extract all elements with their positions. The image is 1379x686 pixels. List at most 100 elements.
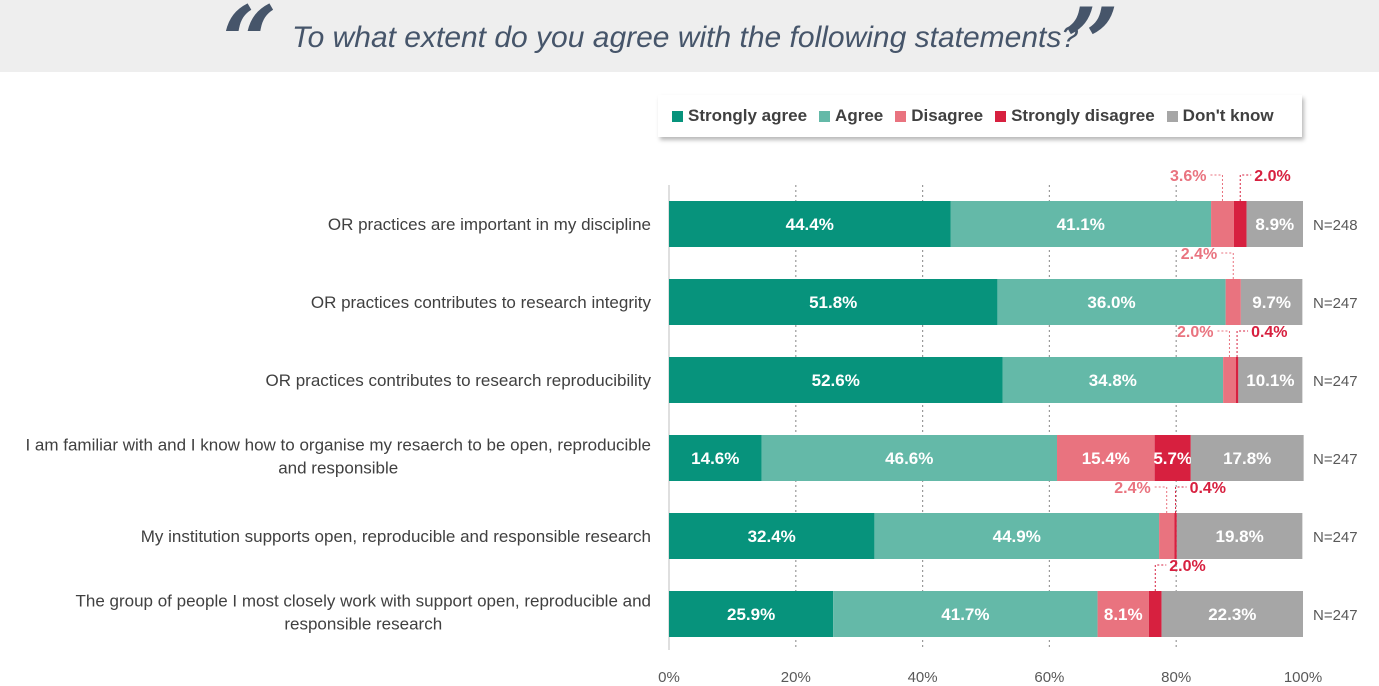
legend-label: Agree: [835, 106, 884, 125]
legend-swatch: [995, 110, 1007, 122]
legend-swatch: [895, 110, 907, 122]
data-label-callout: 2.0%: [1169, 558, 1205, 575]
legend-label: Strongly agree: [688, 106, 808, 125]
sample-size-label: N=247: [1313, 373, 1358, 390]
data-label: 9.7%: [1252, 293, 1291, 312]
bar-segment: [874, 513, 1160, 559]
x-tick-label: 60%: [1034, 669, 1064, 686]
category-label: My institution supports open, reproducib…: [141, 527, 651, 546]
legend-item-agree: Agree: [819, 106, 883, 126]
bar-segment: [1246, 201, 1303, 247]
legend-item-disagree: Disagree: [895, 106, 983, 126]
data-label: 8.1%: [1104, 605, 1143, 624]
bar-segment: [1225, 279, 1241, 325]
bar-segment: [669, 435, 762, 481]
open-quote-icon: “: [222, 0, 278, 98]
bar-segment: [1235, 357, 1239, 403]
x-tick-label: 20%: [781, 669, 811, 686]
bar-segment: [1240, 279, 1303, 325]
data-label: 41.7%: [941, 605, 989, 624]
data-label: 10.1%: [1246, 371, 1294, 390]
bar-segment: [1057, 435, 1155, 481]
category-label: and responsible: [278, 459, 398, 478]
bar-segment: [669, 201, 951, 247]
category-label: OR practices contributes to research rep…: [266, 371, 652, 390]
bar-segment: [1190, 435, 1304, 481]
bar-segment: [833, 591, 1098, 637]
data-label: 52.6%: [812, 371, 860, 390]
callout-leader: [1220, 252, 1234, 279]
data-label: 32.4%: [748, 527, 796, 546]
data-label-callout: 0.4%: [1190, 480, 1226, 497]
data-label: 41.1%: [1057, 215, 1105, 234]
x-tick-label: 40%: [908, 669, 938, 686]
bar-segment: [669, 357, 1003, 403]
bar-segment: [1161, 591, 1303, 637]
legend-item-strongly-agree: Strongly agree: [672, 106, 807, 126]
sample-size-label: N=247: [1313, 607, 1358, 624]
data-label: 22.3%: [1208, 605, 1256, 624]
legend-label: Strongly disagree: [1011, 106, 1155, 125]
x-tick-label: 80%: [1161, 669, 1191, 686]
data-label: 44.4%: [786, 215, 834, 234]
bar-segment: [1159, 513, 1175, 559]
category-label: OR practices contributes to research int…: [311, 293, 652, 312]
data-label-callout: 3.6%: [1170, 168, 1206, 185]
legend-label: Don't know: [1182, 106, 1274, 125]
x-tick-label: 0%: [658, 669, 680, 686]
sample-size-label: N=248: [1313, 217, 1358, 234]
bar-segment: [761, 435, 1058, 481]
sample-size-label: N=247: [1313, 295, 1358, 312]
bar-segment: [1223, 357, 1236, 403]
legend-label: Disagree: [911, 106, 984, 125]
close-quote-icon: ”: [1064, 0, 1120, 100]
legend-item-strongly-disagree: Strongly disagree: [995, 106, 1155, 126]
legend-swatch: [819, 110, 831, 122]
callout-leader: [1236, 330, 1249, 357]
data-label: 46.6%: [885, 449, 933, 468]
data-label: 5.7%: [1153, 449, 1192, 468]
data-label: 51.8%: [809, 293, 857, 312]
bar-segment: [1002, 357, 1224, 403]
bar-segment: [669, 279, 998, 325]
bar-segment: [1097, 591, 1149, 637]
category-label: OR practices are important in my discipl…: [328, 215, 651, 234]
bar-segment: [669, 591, 834, 637]
data-label-callout: 2.4%: [1181, 246, 1217, 263]
bar-segment: [1148, 591, 1162, 637]
data-label: 19.8%: [1215, 527, 1263, 546]
callout-leader: [1239, 174, 1252, 201]
data-label: 25.9%: [727, 605, 775, 624]
chart-title: To what extent do you agree with the fol…: [292, 21, 1079, 54]
bar-segment: [1174, 513, 1177, 559]
bar-segment: [1154, 435, 1191, 481]
data-label-callout: 2.4%: [1114, 480, 1150, 497]
callout-leader: [1154, 564, 1167, 591]
legend-item-dont-know: Don't know: [1166, 106, 1274, 126]
callout-leader: [1175, 486, 1187, 513]
bar-segment: [669, 513, 875, 559]
bar-segment: [1238, 357, 1303, 403]
legend-swatch: [672, 110, 683, 122]
data-label: 36.0%: [1087, 293, 1135, 312]
sample-size-label: N=247: [1313, 529, 1358, 546]
category-label: I am familiar with and I know how to org…: [25, 436, 651, 455]
bar-segment: [1176, 513, 1303, 559]
data-label: 14.6%: [691, 449, 739, 468]
bar-segment: [1233, 201, 1247, 247]
data-label: 17.8%: [1223, 449, 1271, 468]
data-label: 44.9%: [993, 527, 1041, 546]
bar-segment: [950, 201, 1212, 247]
data-label: 15.4%: [1082, 449, 1130, 468]
x-tick-label: 100%: [1284, 669, 1322, 686]
callout-leader: [1209, 174, 1223, 201]
category-label: The group of people I most closely work …: [76, 592, 652, 611]
sample-size-label: N=247: [1313, 451, 1358, 468]
callout-leader: [1153, 486, 1168, 513]
data-label-callout: 2.0%: [1177, 324, 1213, 341]
data-label-callout: 0.4%: [1251, 324, 1287, 341]
data-label: 8.9%: [1255, 215, 1294, 234]
legend-swatch: [1166, 110, 1178, 122]
bar-segment: [1211, 201, 1234, 247]
